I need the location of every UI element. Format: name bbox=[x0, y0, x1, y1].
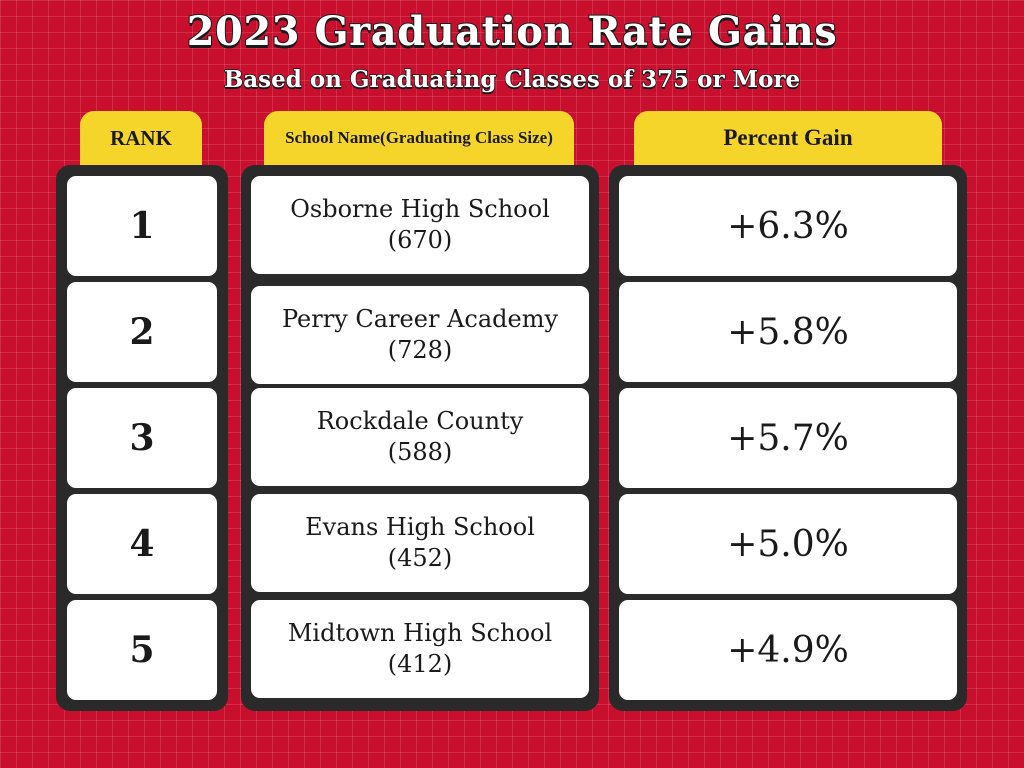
page-subtitle: Based on Graduating Classes of 375 or Mo… bbox=[223, 65, 801, 94]
rank-cell-4: 4 bbox=[67, 494, 217, 594]
rank-column-header: RANK bbox=[80, 111, 202, 169]
class-size: (588) bbox=[387, 438, 453, 466]
class-size: (452) bbox=[387, 544, 453, 572]
rank-cell-3: 3 bbox=[67, 388, 217, 488]
gain-column: +6.3% +5.8% +5.7% +5.0% +4.9% bbox=[609, 165, 967, 711]
school-column: Osborne High School (670) Perry Career A… bbox=[241, 165, 599, 711]
percent-gain: +5.0% bbox=[727, 523, 849, 565]
school-cell-2: Perry Career Academy (728) bbox=[251, 286, 589, 384]
rank-cell-5: 5 bbox=[67, 600, 217, 700]
gain-cell-5: +4.9% bbox=[619, 600, 957, 700]
rank-number: 1 bbox=[129, 205, 155, 247]
percent-gain: +5.7% bbox=[727, 417, 849, 459]
school-name: Evans High School bbox=[305, 513, 535, 541]
rank-number: 2 bbox=[129, 311, 155, 353]
school-column-header: School Name (Graduating Class Size) bbox=[264, 111, 574, 169]
school-name: Rockdale County bbox=[316, 407, 524, 435]
school-cell-3: Rockdale County (588) bbox=[251, 388, 589, 486]
class-size: (670) bbox=[387, 226, 453, 254]
percent-gain: +6.3% bbox=[727, 205, 849, 247]
rank-column: 1 2 3 4 5 bbox=[56, 165, 228, 711]
rank-cell-2: 2 bbox=[67, 282, 217, 382]
percent-gain: +4.9% bbox=[727, 629, 849, 671]
school-name: Perry Career Academy bbox=[281, 305, 559, 333]
school-cell-4: Evans High School (452) bbox=[251, 494, 589, 592]
gain-column-header: Percent Gain bbox=[634, 111, 942, 169]
gain-cell-1: +6.3% bbox=[619, 176, 957, 276]
class-size: (728) bbox=[387, 336, 453, 364]
rank-cell-1: 1 bbox=[67, 176, 217, 276]
class-size: (412) bbox=[387, 650, 453, 678]
rank-number: 4 bbox=[129, 523, 155, 565]
rank-number: 3 bbox=[129, 417, 155, 459]
school-cell-1: Osborne High School (670) bbox=[251, 176, 589, 274]
school-cell-5: Midtown High School (412) bbox=[251, 600, 589, 698]
percent-gain: +5.8% bbox=[727, 311, 849, 353]
gain-cell-4: +5.0% bbox=[619, 494, 957, 594]
gain-cell-3: +5.7% bbox=[619, 388, 957, 488]
school-header-line1: School Name bbox=[285, 128, 381, 147]
rank-number: 5 bbox=[129, 629, 155, 671]
school-name: Midtown High School bbox=[287, 619, 553, 647]
page-title: 2023 Graduation Rate Gains bbox=[186, 7, 838, 56]
school-header-line2: (Graduating Class Size) bbox=[380, 128, 553, 147]
gain-cell-2: +5.8% bbox=[619, 282, 957, 382]
school-name: Osborne High School bbox=[290, 195, 550, 223]
